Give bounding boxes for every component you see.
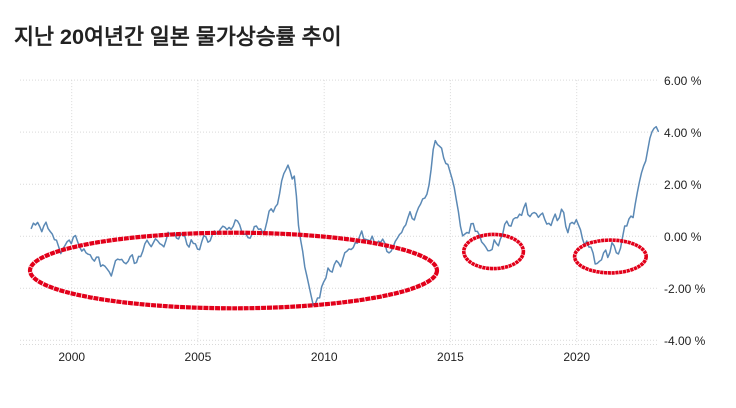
svg-text:-2.00 %: -2.00 % <box>664 282 706 296</box>
svg-text:2.00 %: 2.00 % <box>664 178 702 192</box>
svg-text:-4.00 %: -4.00 % <box>664 334 706 348</box>
svg-text:2010: 2010 <box>311 350 338 364</box>
svg-text:2020: 2020 <box>563 350 590 364</box>
svg-text:2015: 2015 <box>437 350 464 364</box>
svg-text:2005: 2005 <box>185 350 212 364</box>
svg-text:6.00 %: 6.00 % <box>664 74 702 88</box>
svg-text:2000: 2000 <box>58 350 85 364</box>
svg-text:0.00 %: 0.00 % <box>664 230 702 244</box>
svg-text:4.00 %: 4.00 % <box>664 126 702 140</box>
